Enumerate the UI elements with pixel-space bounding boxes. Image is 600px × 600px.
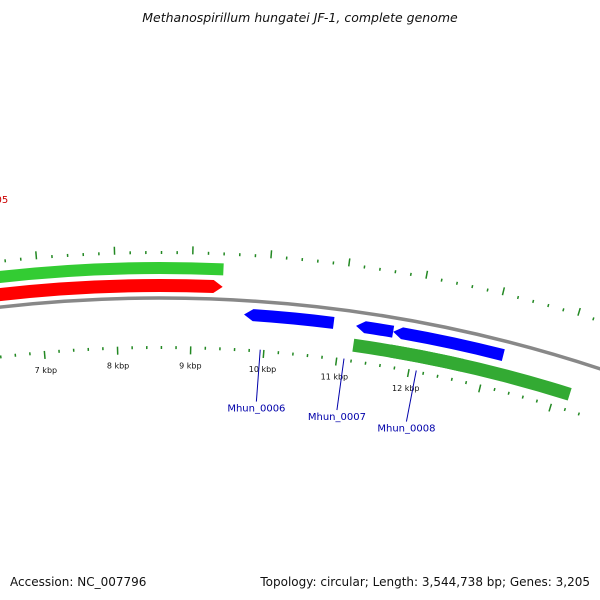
major-tick-outer: [501, 287, 506, 296]
major-tick-inner: [548, 403, 553, 412]
genome-backbone: [0, 296, 600, 371]
minor-tick-outer: [486, 288, 489, 292]
genome-title: Methanospirillum hungatei JF-1, complete…: [142, 10, 458, 25]
minor-tick-outer: [562, 308, 565, 312]
tick-label-8kbp: 8 kbp: [107, 362, 129, 371]
label-leader-mhun-0008: [405, 370, 417, 422]
minor-tick-inner: [422, 371, 425, 375]
gene-label-mhun-0005: Mhun_0005: [0, 195, 8, 206]
major-tick-outer: [270, 250, 273, 259]
major-tick-inner: [406, 368, 410, 378]
minor-tick-inner: [436, 374, 439, 378]
gene-feature-mhun-0005: [0, 262, 224, 284]
minor-tick-inner: [563, 407, 567, 412]
minor-tick-outer: [532, 299, 535, 304]
minor-tick-outer: [409, 272, 412, 277]
cds-feature-mhun-0007: [356, 321, 395, 338]
minor-tick-inner: [493, 387, 496, 392]
topology-label: Topology: circular; Length: 3,544,738 bp…: [260, 575, 590, 589]
label-leader-mhun-0006: [255, 349, 261, 402]
gene-label-mhun-0007: Mhun_0007: [308, 412, 366, 423]
minor-tick-outer: [516, 295, 520, 300]
minor-tick-outer: [547, 303, 550, 308]
minor-tick-outer: [455, 281, 459, 285]
major-tick-inner: [262, 349, 265, 359]
tick-label-10kbp: 10 kbp: [249, 365, 277, 374]
cds-feature-mhun-0008: [393, 327, 505, 361]
minor-tick-inner: [535, 399, 539, 403]
major-tick-inner: [478, 384, 482, 393]
major-tick-inner: [43, 350, 46, 359]
tick-label-9kbp: 9 kbp: [179, 361, 201, 370]
gene-feature-mhun-0008: [388, 344, 572, 401]
major-tick-outer: [35, 251, 38, 260]
minor-tick-inner: [393, 366, 396, 370]
gene-labels: Mhun_0005 Mhun_0006 Mhun_0007 Mhun_0008: [0, 195, 435, 435]
major-tick-outer: [577, 307, 581, 316]
cds-feature-mhun-0006: [244, 309, 335, 329]
tick-label-11kbp: 11 kbp: [321, 372, 349, 381]
minor-tick-inner: [521, 395, 524, 399]
forward-cds-track: [0, 279, 223, 302]
major-tick-outer: [425, 270, 429, 279]
reverse-gene-track: [352, 338, 572, 401]
reverse-cds-track: [244, 309, 505, 361]
minor-tick-inner: [450, 377, 453, 381]
major-tick-outer: [347, 258, 351, 267]
gene-label-mhun-0008: Mhun_0008: [377, 424, 435, 435]
accession-label: Accession: NC_007796: [10, 575, 147, 589]
label-leader-mhun-0007: [336, 358, 345, 411]
minor-tick-inner: [577, 412, 581, 416]
cds-feature-mhun-0005: [0, 279, 223, 302]
minor-tick-outer: [440, 278, 443, 282]
forward-gene-track: [0, 262, 224, 284]
major-tick-inner: [334, 357, 338, 366]
tick-label-7kbp: 7 kbp: [35, 366, 57, 375]
minor-tick-outer: [471, 284, 474, 289]
tick-label-12kbp: 12 kbp: [392, 384, 420, 393]
gene-label-mhun-0006: Mhun_0006: [227, 404, 285, 415]
minor-tick-outer: [592, 317, 595, 321]
minor-tick-inner: [507, 391, 510, 395]
minor-tick-inner: [465, 380, 468, 385]
minor-ticks-outer: [4, 246, 595, 321]
minor-ticks-inner: [0, 345, 581, 416]
